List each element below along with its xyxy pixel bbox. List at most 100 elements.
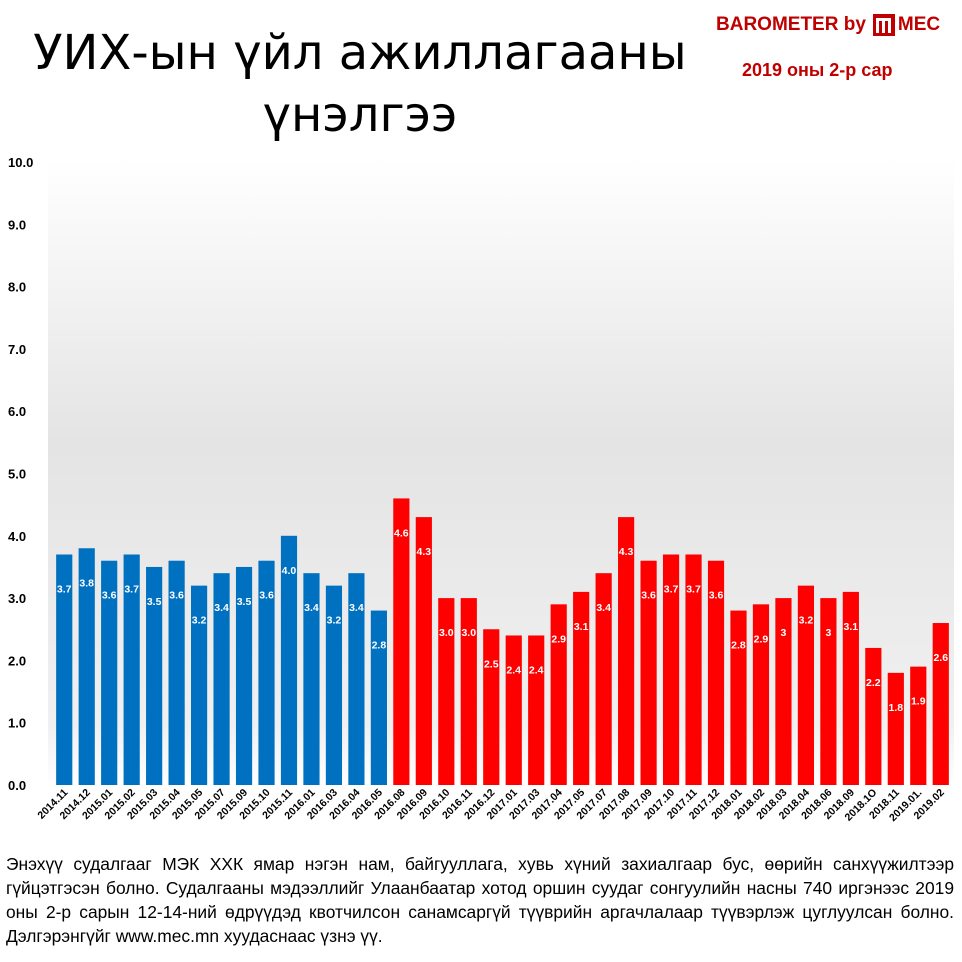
y-tick-label: 2.0 xyxy=(8,653,26,668)
x-axis-labels: 2014.112014.122015.012015.022015.032015.… xyxy=(35,787,947,824)
survey-period: 2019 оны 2-р сар xyxy=(742,60,893,80)
bar xyxy=(595,573,612,785)
bar xyxy=(820,598,837,785)
data-label: 4.3 xyxy=(619,546,634,558)
data-label: 1.8 xyxy=(889,702,904,714)
bar xyxy=(752,604,770,785)
data-label: 2.6 xyxy=(933,652,948,664)
data-label: 2.2 xyxy=(866,677,881,689)
data-label: 3.7 xyxy=(124,583,139,595)
bar xyxy=(190,585,208,785)
data-label: 3.6 xyxy=(102,590,117,602)
footnote-text: Энэхүү судалгааг МЭК ХХК ямар нэгэн нам,… xyxy=(6,854,954,946)
data-label: 3.8 xyxy=(79,577,94,589)
bars xyxy=(56,498,949,785)
bar xyxy=(550,604,567,785)
y-tick-label: 8.0 xyxy=(8,280,26,295)
data-label: 3 xyxy=(825,627,831,639)
data-label: 3.7 xyxy=(57,583,72,595)
bar xyxy=(235,566,253,785)
bar xyxy=(101,560,118,785)
bar xyxy=(797,585,815,785)
bar xyxy=(78,548,95,785)
bar xyxy=(640,560,657,785)
bar xyxy=(56,554,73,785)
bar xyxy=(168,560,185,785)
data-label: 3.6 xyxy=(169,590,184,602)
data-label: 2.9 xyxy=(551,633,566,645)
bar xyxy=(707,560,725,785)
y-tick-label: 5.0 xyxy=(8,467,26,482)
data-label: 3.7 xyxy=(686,583,701,595)
data-label: 3.6 xyxy=(709,590,724,602)
brand-logo-block: BAROMETER by MEC xyxy=(716,14,940,36)
y-tick-label: 3.0 xyxy=(8,591,26,606)
data-label: 3.4 xyxy=(349,602,364,614)
y-tick-label: 7.0 xyxy=(8,342,26,357)
bar xyxy=(618,517,635,785)
data-label: 3.4 xyxy=(214,602,229,614)
bar xyxy=(483,629,500,785)
chart-title: УИХ-ын үйл ажиллагааны үнэлгээ xyxy=(33,25,687,143)
y-tick-label: 4.0 xyxy=(8,529,26,544)
bar xyxy=(460,598,477,785)
brand-suffix: MEC xyxy=(897,14,941,35)
bar xyxy=(842,591,859,785)
y-tick-label: 10.0 xyxy=(8,155,33,170)
bar xyxy=(213,573,230,785)
data-label: 4.3 xyxy=(417,546,432,558)
data-label: 3.4 xyxy=(596,602,611,614)
data-label: 3.2 xyxy=(327,615,342,627)
data-label: 3.5 xyxy=(237,596,252,608)
data-label: 3 xyxy=(781,627,787,639)
bar xyxy=(325,585,343,785)
bar xyxy=(528,635,545,785)
data-label: 2.4 xyxy=(506,664,521,676)
bar xyxy=(910,666,927,785)
data-label: 3.1 xyxy=(844,621,859,633)
data-label: 4.0 xyxy=(282,565,297,577)
data-label: 3.6 xyxy=(641,590,656,602)
data-label: 3.7 xyxy=(664,583,679,595)
data-label: 3.0 xyxy=(439,627,454,639)
data-label: 2.9 xyxy=(754,633,769,645)
bar xyxy=(573,591,590,785)
data-label: 2.8 xyxy=(372,640,387,652)
y-axis: 0.0 1.0 2.0 3.0 4.0 5.0 6.0 7.0 8.0 9.0 10.0 xyxy=(8,155,33,793)
data-label: 3.0 xyxy=(461,627,476,639)
data-label: 2.5 xyxy=(484,658,499,670)
data-label: 2.4 xyxy=(529,664,544,676)
data-label: 3.2 xyxy=(799,615,814,627)
data-label: 3.4 xyxy=(304,602,319,614)
bar xyxy=(393,498,410,785)
bar xyxy=(775,598,792,785)
bar xyxy=(438,598,455,785)
value-labels: 3.7 3.8 3.6 3.7 3.5 3.6 3.2 3.4 3.5 3.6 4.0 3.4 3.2 3… xyxy=(57,527,948,713)
bar xyxy=(865,647,882,785)
data-label: 4.6 xyxy=(394,527,409,539)
y-tick-label: 6.0 xyxy=(8,404,26,419)
data-label: 2.8 xyxy=(731,640,746,652)
bar xyxy=(370,610,387,785)
bar xyxy=(123,554,140,785)
data-label: 3.5 xyxy=(147,596,162,608)
bar xyxy=(662,554,680,785)
bar xyxy=(146,566,163,785)
y-tick-label: 9.0 xyxy=(8,217,26,232)
bar xyxy=(887,672,904,785)
data-label: 1.9 xyxy=(911,696,926,708)
bar xyxy=(932,623,949,785)
data-label: 3.6 xyxy=(259,590,274,602)
bar xyxy=(258,560,275,785)
bar xyxy=(505,635,522,785)
bar xyxy=(730,610,747,785)
bar xyxy=(303,573,320,785)
bar xyxy=(685,554,702,785)
bar xyxy=(280,535,298,785)
bar-chart: 0.01.02.03.04.05.06.07.08.09.010.0 3.73.… xyxy=(8,155,954,824)
y-tick-label: 0.0 xyxy=(8,778,26,793)
y-tick-label: 1.0 xyxy=(8,716,26,731)
mec-logo-icon xyxy=(872,14,895,36)
bar xyxy=(415,517,432,785)
brand-text: BAROMETER by xyxy=(716,14,866,35)
